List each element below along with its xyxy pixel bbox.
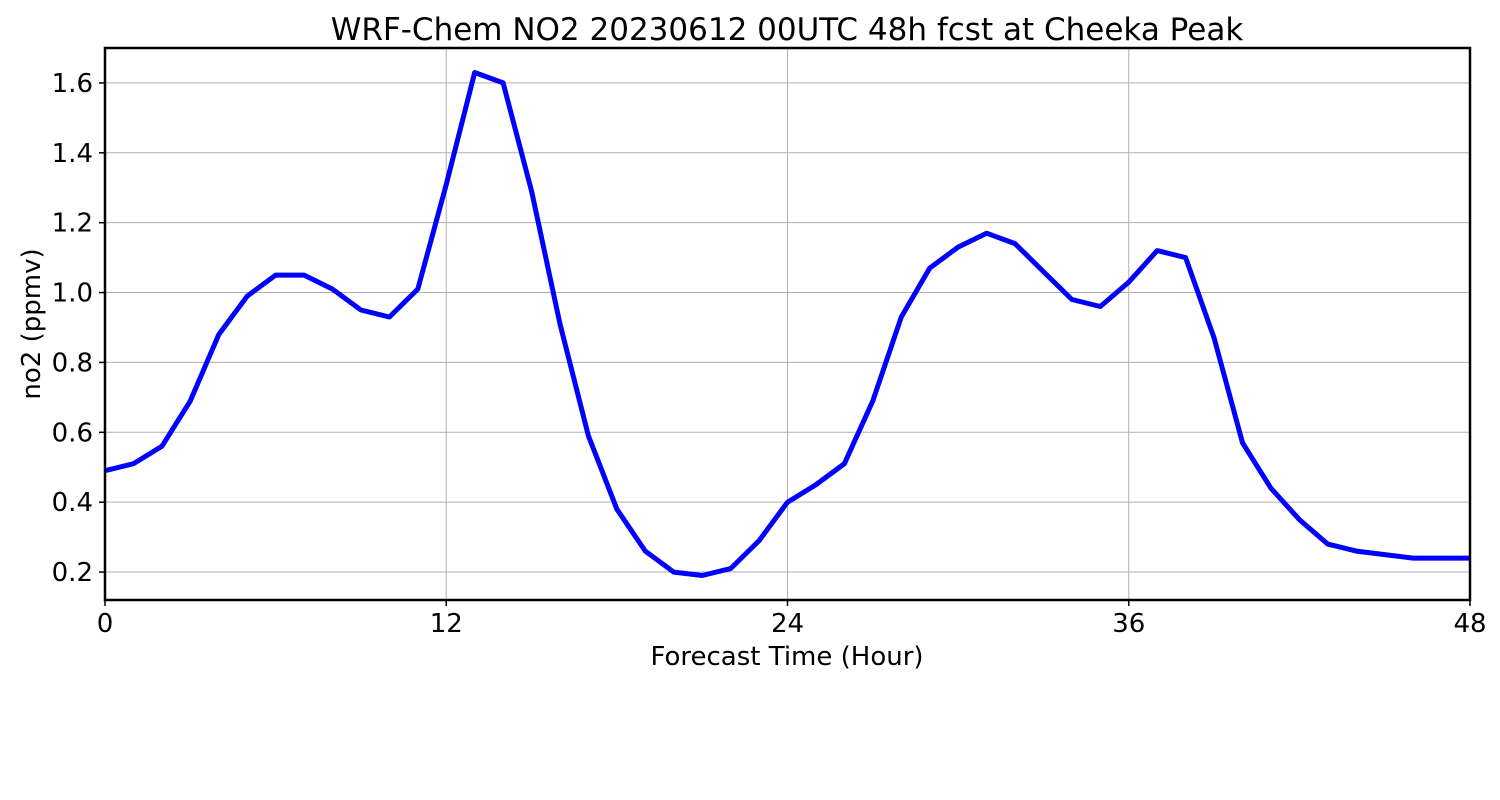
y-axis-label: no2 (ppmv) (17, 248, 47, 399)
no2-series-line (104, 70, 1470, 578)
y-tick-label: 1.4 (52, 139, 93, 169)
y-tick-label: 1.0 (52, 279, 93, 309)
y-tick-label: 1.2 (52, 209, 93, 239)
y-tick-label: 0.8 (52, 348, 93, 378)
x-tick-label: 24 (771, 609, 804, 639)
y-tick-label: 1.6 (52, 69, 93, 99)
x-tick-label: 36 (1112, 609, 1145, 639)
x-tick-label: 0 (97, 609, 114, 639)
x-tick-label: 48 (1453, 609, 1486, 639)
y-tick-label: 0.6 (52, 418, 93, 448)
grid-lines (104, 48, 1471, 600)
x-axis-label: Forecast Time (Hour) (650, 642, 923, 672)
x-tick-label: 12 (430, 609, 463, 639)
y-tick-label: 0.2 (52, 558, 93, 588)
y-tick-label: 0.4 (52, 488, 93, 518)
series-layer (104, 70, 1470, 578)
axis-ticks: 0 12 24 36 48 0.2 0.4 0.6 0.8 1.0 1.2 1.4 1.6 (52, 69, 1487, 639)
chart-title: WRF-Chem NO2 20230612 00UTC 48h fcst at … (331, 12, 1244, 48)
